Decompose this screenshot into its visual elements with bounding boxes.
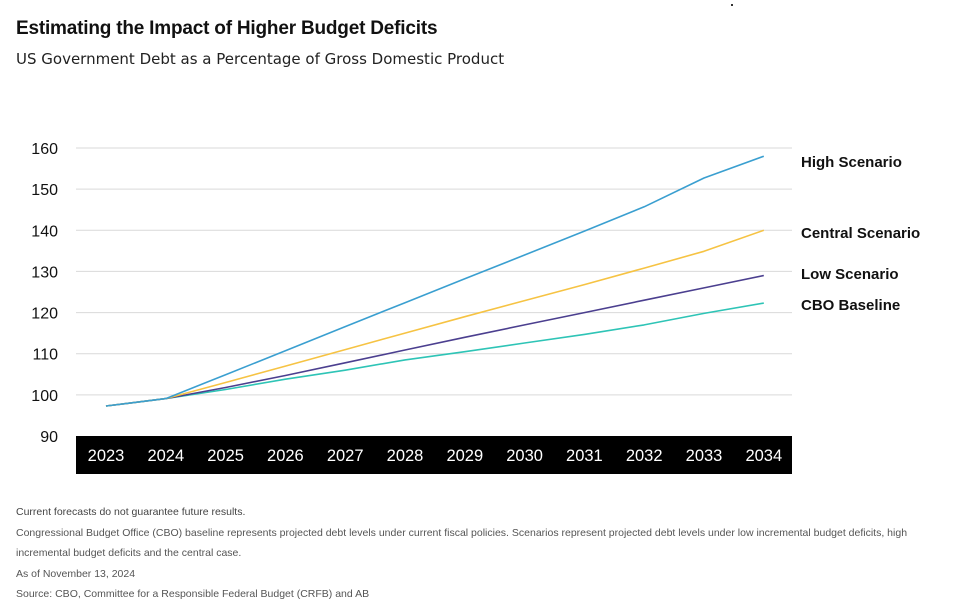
x-axis-band (76, 436, 792, 474)
y-tick-label: 130 (31, 264, 58, 281)
series-label: Low Scenario (801, 266, 899, 283)
series-line (105, 229, 765, 407)
x-tick-label: 2028 (387, 447, 424, 465)
x-tick-label: 2034 (745, 447, 782, 465)
footnotes: Current forecasts do not guarantee futur… (16, 502, 936, 605)
series-line (105, 274, 764, 407)
x-tick-label: 2025 (207, 447, 244, 465)
x-tick-label: 2027 (327, 447, 364, 465)
stray-dot (731, 4, 733, 6)
y-tick-label: 140 (31, 223, 58, 240)
methodology-note: Congressional Budget Office (CBO) baseli… (16, 526, 908, 560)
series-label: High Scenario (801, 154, 902, 171)
x-tick-label: 2032 (626, 447, 663, 465)
y-tick-label: 160 (31, 141, 58, 158)
x-tick-label: 2023 (88, 447, 125, 465)
series-line (105, 155, 765, 407)
x-tick-label: 2029 (446, 447, 483, 465)
page-subtitle: US Government Debt as a Percentage of Gr… (16, 50, 505, 68)
x-tick-label: 2033 (686, 447, 723, 465)
series-label: Central Scenario (801, 225, 920, 242)
debt-line-chart: 90 100 110 120 130 140 150 160 2023 2024 2025 2026 2… (31, 141, 920, 474)
x-tick-label: 2024 (147, 447, 184, 465)
as-of-date: As of November 13, 2024 (16, 567, 136, 580)
x-tick-label: 2030 (506, 447, 543, 465)
y-tick-label: 150 (31, 182, 58, 199)
series-label: CBO Baseline (801, 297, 900, 314)
y-tick-label: 90 (40, 429, 58, 446)
disclaimer-text: Current forecasts do not guarantee futur… (16, 506, 246, 518)
y-tick-label: 110 (32, 347, 58, 364)
y-tick-label: 120 (31, 306, 58, 323)
y-tick-label: 100 (31, 388, 58, 405)
source-text: Source: CBO, Committee for a Responsible… (16, 588, 370, 600)
page-title: Estimating the Impact of Higher Budget D… (16, 18, 438, 39)
series-line (105, 302, 764, 407)
x-tick-label: 2026 (267, 447, 304, 465)
x-tick-label: 2031 (566, 447, 603, 465)
